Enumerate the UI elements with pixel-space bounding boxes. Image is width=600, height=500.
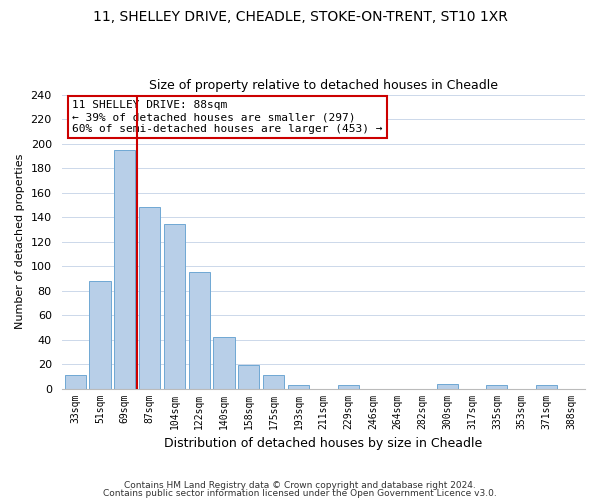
Text: 11, SHELLEY DRIVE, CHEADLE, STOKE-ON-TRENT, ST10 1XR: 11, SHELLEY DRIVE, CHEADLE, STOKE-ON-TRE… [92, 10, 508, 24]
Bar [164, 224, 185, 388]
Bar [214, 337, 235, 388]
Text: Contains public sector information licensed under the Open Government Licence v3: Contains public sector information licen… [103, 488, 497, 498]
Text: 11 SHELLEY DRIVE: 88sqm
← 39% of detached houses are smaller (297)
60% of semi-d: 11 SHELLEY DRIVE: 88sqm ← 39% of detache… [72, 100, 382, 134]
Bar [89, 281, 110, 388]
X-axis label: Distribution of detached houses by size in Cheadle: Distribution of detached houses by size … [164, 437, 482, 450]
Bar [114, 150, 136, 388]
Bar [188, 272, 210, 388]
Bar [437, 384, 458, 388]
Bar [263, 375, 284, 388]
Bar [338, 385, 359, 388]
Y-axis label: Number of detached properties: Number of detached properties [15, 154, 25, 329]
Title: Size of property relative to detached houses in Cheadle: Size of property relative to detached ho… [149, 79, 498, 92]
Bar [288, 385, 309, 388]
Bar [65, 375, 86, 388]
Bar [536, 385, 557, 388]
Bar [487, 385, 508, 388]
Bar [238, 366, 259, 388]
Text: Contains HM Land Registry data © Crown copyright and database right 2024.: Contains HM Land Registry data © Crown c… [124, 481, 476, 490]
Bar [139, 208, 160, 388]
